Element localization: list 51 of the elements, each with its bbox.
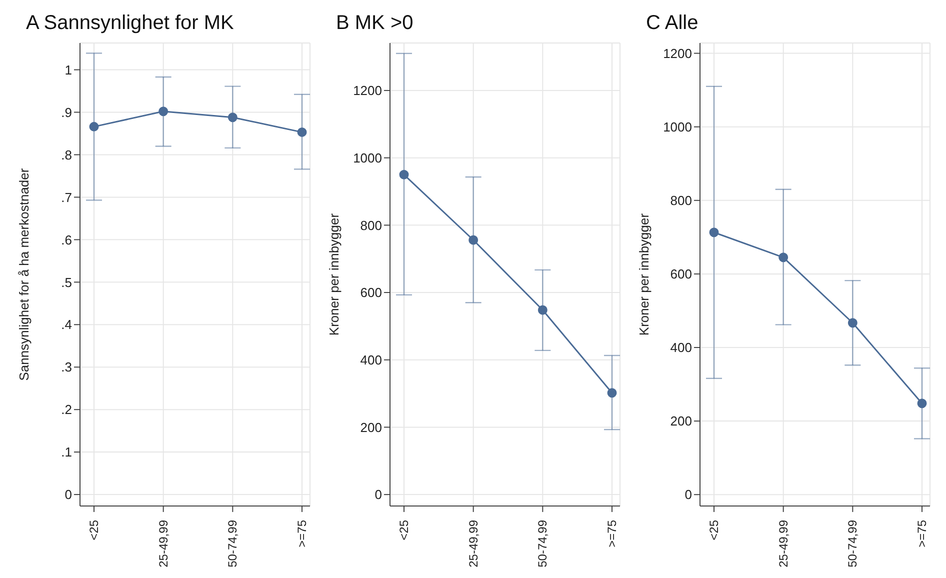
y-axis-title: Sannsynlighet for å ha merkostnader — [16, 168, 32, 381]
chart-title: C Alle — [646, 12, 698, 35]
y-tick-label: .8 — [61, 147, 72, 162]
y-tick-label: 800 — [670, 193, 692, 208]
y-tick-label: 1200 — [663, 46, 692, 61]
y-tick-label: 800 — [360, 218, 382, 233]
y-tick-label: 400 — [670, 340, 692, 356]
y-tick-label: 0 — [374, 487, 382, 502]
y-tick-label: 1000 — [353, 150, 382, 166]
point — [607, 388, 617, 398]
x-tick-label: >=75 — [295, 520, 309, 548]
y-tick-label: .4 — [61, 317, 72, 332]
y-tick-label: 0 — [64, 487, 72, 502]
point — [917, 398, 927, 408]
x-tick-label: 25-49,99 — [466, 520, 480, 568]
x-tick-label: >=75 — [915, 520, 929, 548]
y-tick-label: .3 — [61, 360, 72, 375]
x-tick-label: <25 — [397, 520, 411, 540]
point — [709, 228, 719, 238]
x-tick-label: >=75 — [605, 520, 619, 548]
y-tick-label: 1000 — [663, 119, 692, 134]
y-tick-label: 1200 — [353, 83, 382, 98]
x-tick-label: <25 — [87, 520, 101, 540]
y-tick-label: 0 — [684, 487, 692, 502]
y-tick-label: .7 — [61, 190, 72, 205]
point — [778, 252, 788, 262]
y-tick-label: .9 — [61, 104, 72, 120]
x-tick-label: 50-74,99 — [226, 520, 240, 568]
point — [538, 305, 548, 315]
y-tick-label: 600 — [670, 266, 692, 282]
y-tick-label: 400 — [360, 352, 382, 368]
chart-title: B MK >0 — [336, 12, 414, 35]
point — [848, 318, 858, 328]
y-axis-title: Kroner per innbygger — [326, 212, 342, 336]
y-tick-label: 600 — [360, 285, 382, 300]
x-tick-label: 50-74,99 — [536, 520, 550, 568]
y-tick-label: .6 — [61, 232, 72, 248]
y-tick-label: 200 — [360, 420, 382, 435]
y-axis-title: Kroner per innbygger — [636, 212, 652, 336]
point — [468, 235, 478, 245]
x-tick-label: <25 — [707, 520, 721, 540]
chart-title: A Sannsynlighet for MK — [26, 12, 234, 35]
y-tick-label: 1 — [64, 62, 72, 78]
x-tick-label: 25-49,99 — [776, 520, 790, 568]
y-tick-label: 200 — [670, 414, 692, 429]
x-tick-label: 25-49,99 — [156, 520, 170, 568]
x-tick-label: 50-74,99 — [846, 520, 860, 568]
point — [399, 170, 409, 180]
y-tick-label: .5 — [61, 274, 72, 290]
y-tick-label: .1 — [61, 444, 72, 460]
y-tick-label: .2 — [61, 402, 72, 418]
